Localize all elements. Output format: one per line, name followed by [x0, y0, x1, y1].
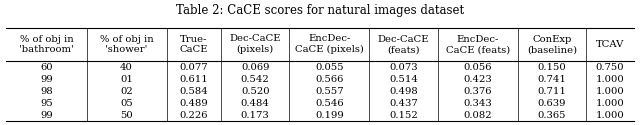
- Text: 0.484: 0.484: [241, 99, 269, 108]
- Text: 0.498: 0.498: [389, 87, 418, 96]
- Text: 0.376: 0.376: [463, 87, 492, 96]
- Text: TCAV: TCAV: [596, 40, 624, 49]
- Text: EncDec-
CaCE (feats): EncDec- CaCE (feats): [445, 34, 510, 54]
- Text: 1.000: 1.000: [596, 111, 624, 120]
- Text: 01: 01: [120, 75, 133, 84]
- Text: 1.000: 1.000: [596, 99, 624, 108]
- Text: 0.365: 0.365: [538, 111, 566, 120]
- Text: 0.514: 0.514: [389, 75, 418, 84]
- Text: 0.150: 0.150: [538, 63, 566, 72]
- Text: 0.423: 0.423: [463, 75, 492, 84]
- Text: 1.000: 1.000: [596, 87, 624, 96]
- Text: 60: 60: [40, 63, 52, 72]
- Text: 40: 40: [120, 63, 133, 72]
- Text: 1.000: 1.000: [596, 75, 624, 84]
- Text: 0.073: 0.073: [389, 63, 418, 72]
- Text: True-
CaCE: True- CaCE: [180, 34, 208, 54]
- Text: 0.343: 0.343: [463, 99, 492, 108]
- Text: 0.173: 0.173: [241, 111, 269, 120]
- Text: 99: 99: [40, 75, 53, 84]
- Text: 0.152: 0.152: [389, 111, 418, 120]
- Text: 0.639: 0.639: [538, 99, 566, 108]
- Text: 0.546: 0.546: [315, 99, 344, 108]
- Text: 0.741: 0.741: [538, 75, 566, 84]
- Text: 99: 99: [40, 111, 53, 120]
- Text: 0.611: 0.611: [179, 75, 208, 84]
- Text: 0.557: 0.557: [315, 87, 344, 96]
- Text: % of obj in
'shower': % of obj in 'shower': [100, 34, 154, 54]
- Text: Dec-CaCE
(feats): Dec-CaCE (feats): [378, 34, 429, 54]
- Text: 0.226: 0.226: [180, 111, 208, 120]
- Text: 95: 95: [40, 99, 53, 108]
- Text: 0.199: 0.199: [315, 111, 344, 120]
- Text: 0.750: 0.750: [596, 63, 624, 72]
- Text: 0.542: 0.542: [241, 75, 269, 84]
- Text: 0.055: 0.055: [315, 63, 344, 72]
- Text: 98: 98: [40, 87, 53, 96]
- Text: 02: 02: [120, 87, 133, 96]
- Text: 0.437: 0.437: [389, 99, 418, 108]
- Text: ConExp
(baseline): ConExp (baseline): [527, 34, 577, 54]
- Text: 0.584: 0.584: [179, 87, 208, 96]
- Text: 50: 50: [120, 111, 133, 120]
- Text: % of obj in
'bathroom': % of obj in 'bathroom': [19, 34, 74, 54]
- Text: 0.566: 0.566: [316, 75, 344, 84]
- Text: 0.520: 0.520: [241, 87, 269, 96]
- Text: 0.082: 0.082: [463, 111, 492, 120]
- Text: 0.077: 0.077: [180, 63, 208, 72]
- Text: 0.711: 0.711: [538, 87, 566, 96]
- Text: 0.056: 0.056: [463, 63, 492, 72]
- Text: 0.069: 0.069: [241, 63, 269, 72]
- Text: Table 2: CaCE scores for natural images dataset: Table 2: CaCE scores for natural images …: [176, 4, 464, 17]
- Text: 0.489: 0.489: [179, 99, 208, 108]
- Text: 05: 05: [120, 99, 133, 108]
- Text: EncDec-
CaCE (pixels): EncDec- CaCE (pixels): [295, 34, 364, 54]
- Text: Dec-CaCE
(pixels): Dec-CaCE (pixels): [229, 34, 281, 54]
